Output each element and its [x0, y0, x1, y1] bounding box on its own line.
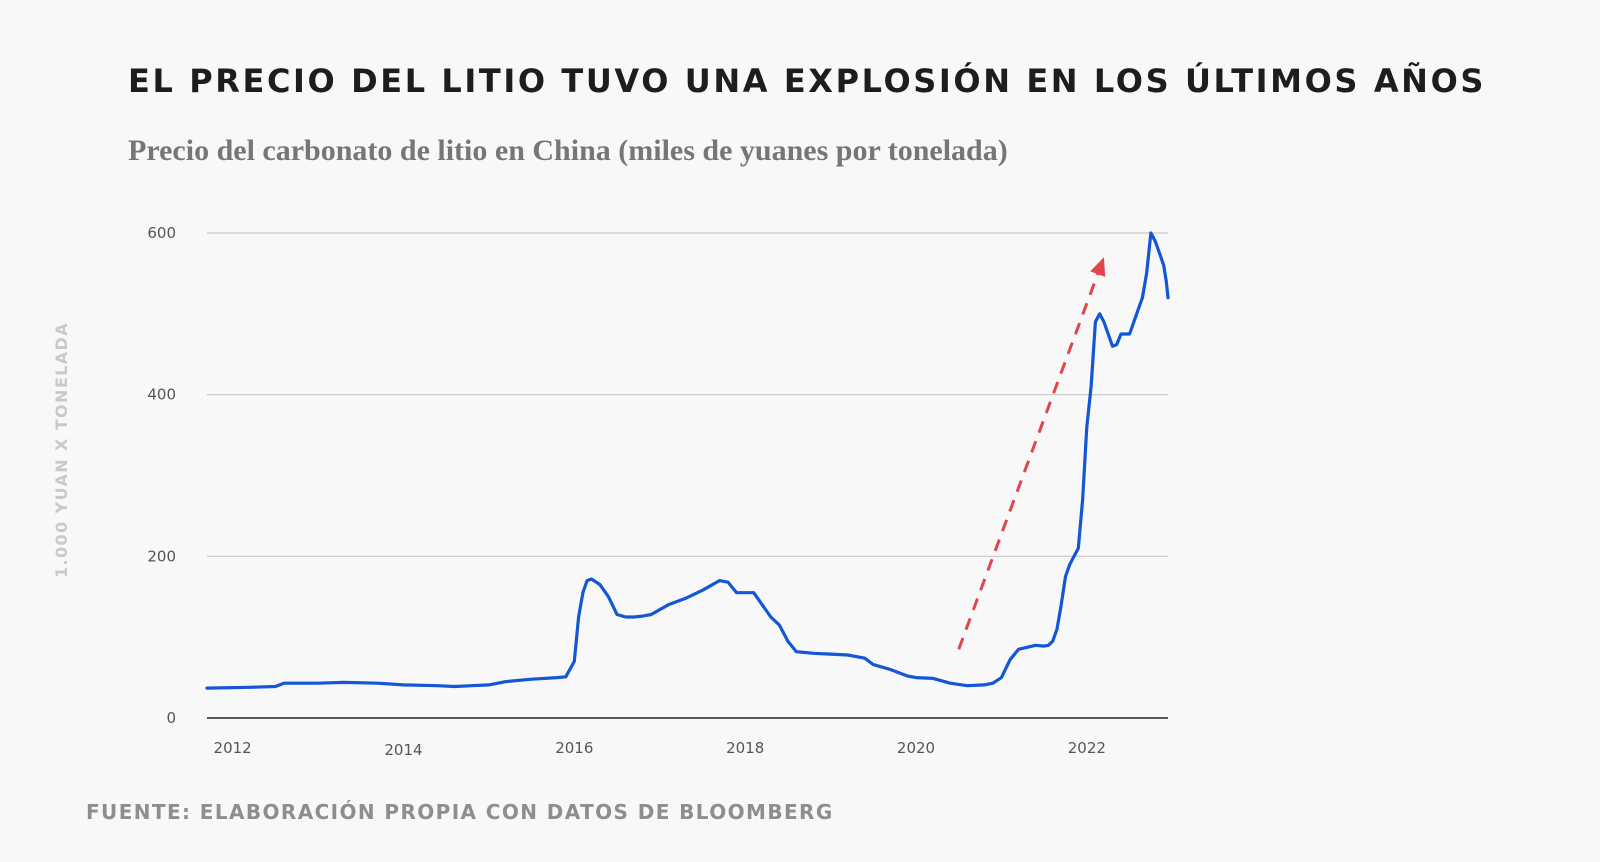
x-tick-label: 2018	[726, 739, 764, 757]
y-tick-label: 200	[147, 547, 176, 565]
chart-subtitle: Precio del carbonato de litio en China (…	[128, 134, 1008, 167]
y-tick-label: 0	[166, 709, 176, 727]
annotations	[957, 257, 1106, 650]
x-tick-label: 2012	[214, 739, 252, 757]
y-tick-label: 400	[147, 386, 176, 404]
x-tick-label: 2020	[897, 739, 935, 757]
series-layer	[205, 231, 1170, 690]
trend-arrow-head	[1090, 257, 1106, 277]
source-note: FUENTE: ELABORACIÓN PROPIA CON DATOS DE …	[86, 800, 834, 824]
x-axis-ticks: 2012 2014 2016 2018 2020 2022	[214, 739, 1106, 759]
gridlines	[207, 232, 1168, 719]
x-tick-label: 2014	[384, 741, 422, 759]
series-line	[205, 231, 1170, 690]
trend-arrow-line	[957, 273, 1100, 650]
y-tick-label: 600	[147, 224, 176, 242]
y-axis-ticks: 0 200 400 600	[147, 224, 176, 727]
x-tick-label: 2022	[1068, 739, 1106, 757]
x-tick-label: 2016	[555, 739, 593, 757]
y-axis-label: 1.000 YUAN X TONELADA	[52, 322, 71, 578]
chart-title: EL PRECIO DEL LITIO TUVO UNA EXPLOSIÓN E…	[128, 62, 1487, 100]
